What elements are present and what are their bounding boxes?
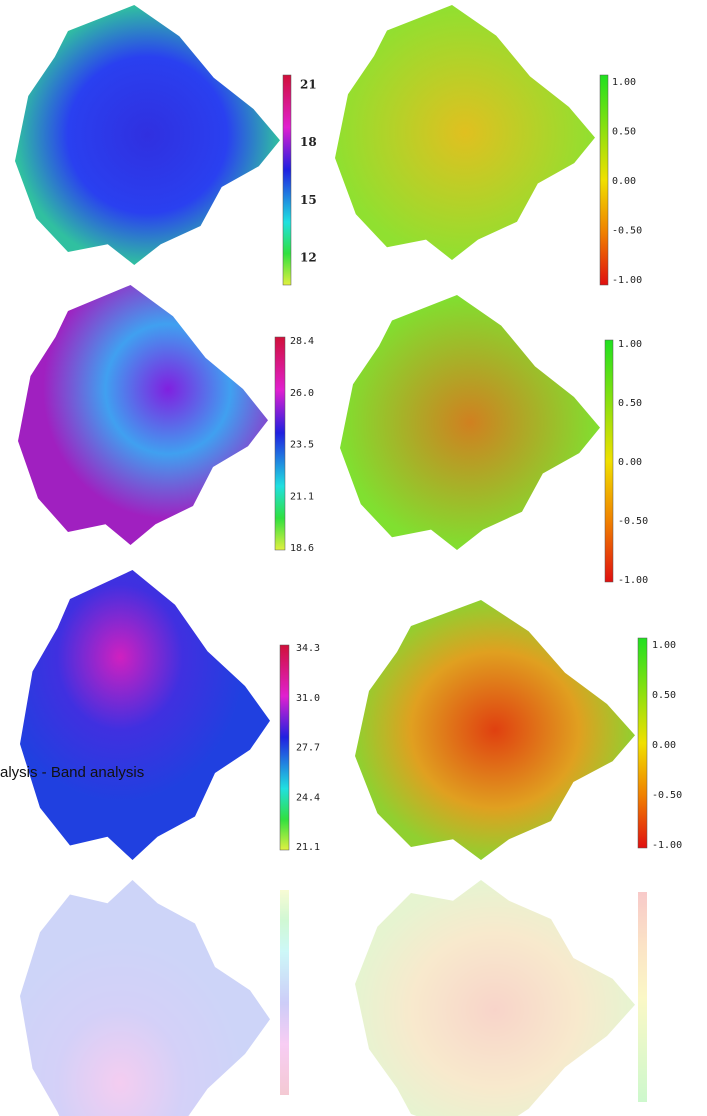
colorbar-tick-label: 0.50 xyxy=(652,690,676,701)
colorbar-tick-label: 31.0 xyxy=(296,693,320,704)
colorbar-tick-label: 23.5 xyxy=(290,440,314,451)
colorbar-tick-label: 26.0 xyxy=(290,388,314,399)
colorbar-tick-label: 0.00 xyxy=(612,176,636,187)
colorbar-tick-label: 34.3 xyxy=(296,643,320,654)
colorbar xyxy=(599,74,609,286)
colorbar-tick-label: 12 xyxy=(300,251,317,265)
colorbar xyxy=(604,339,614,583)
colorbar-tick-label: -1.00 xyxy=(612,275,642,286)
map xyxy=(15,5,280,265)
colorbar-tick-label: 24.4 xyxy=(296,792,320,803)
colorbar-tick-label: 21.1 xyxy=(296,842,320,853)
colorbar-tick-label: 0.00 xyxy=(618,457,642,468)
colorbar-tick-label: 0.00 xyxy=(652,740,676,751)
colorbar xyxy=(282,74,292,286)
colorbar-tick-label: 27.7 xyxy=(296,743,320,754)
colorbar-tick-label: -0.50 xyxy=(652,790,682,801)
colorbar-tick-label: 1.00 xyxy=(618,339,642,350)
map xyxy=(20,570,270,860)
maps xyxy=(15,5,648,860)
colorbar-tick-label: 0.50 xyxy=(612,127,636,138)
colorbar-tick-label: 0.50 xyxy=(618,398,642,409)
caption: alysis - Band analysis xyxy=(0,764,144,781)
colorbar-tick-label: 28.4 xyxy=(290,336,314,347)
colorbar-tick-label: -1.00 xyxy=(652,840,682,851)
map xyxy=(335,5,595,260)
colorbar-tick-label: 1.00 xyxy=(612,77,636,88)
map xyxy=(340,295,600,550)
colorbar xyxy=(274,336,286,551)
reflection xyxy=(20,880,647,1116)
colorbar-tick-label: 18.6 xyxy=(290,543,314,554)
colorbar-tick-label: 1.00 xyxy=(652,640,676,651)
colorbar-tick-label: 18 xyxy=(300,135,317,149)
colorbar-tick-label: 21 xyxy=(300,78,317,92)
colorbar-tick-label: 21.1 xyxy=(290,491,314,502)
colorbar xyxy=(637,637,648,849)
colorbar-tick-label: -1.00 xyxy=(618,575,648,586)
colorbar-tick-label: 15 xyxy=(300,193,317,207)
colorbar xyxy=(279,644,290,851)
map xyxy=(18,285,268,545)
map xyxy=(355,600,635,860)
colorbar-tick-label: -0.50 xyxy=(618,516,648,527)
colorbar-tick-label: -0.50 xyxy=(612,226,642,237)
